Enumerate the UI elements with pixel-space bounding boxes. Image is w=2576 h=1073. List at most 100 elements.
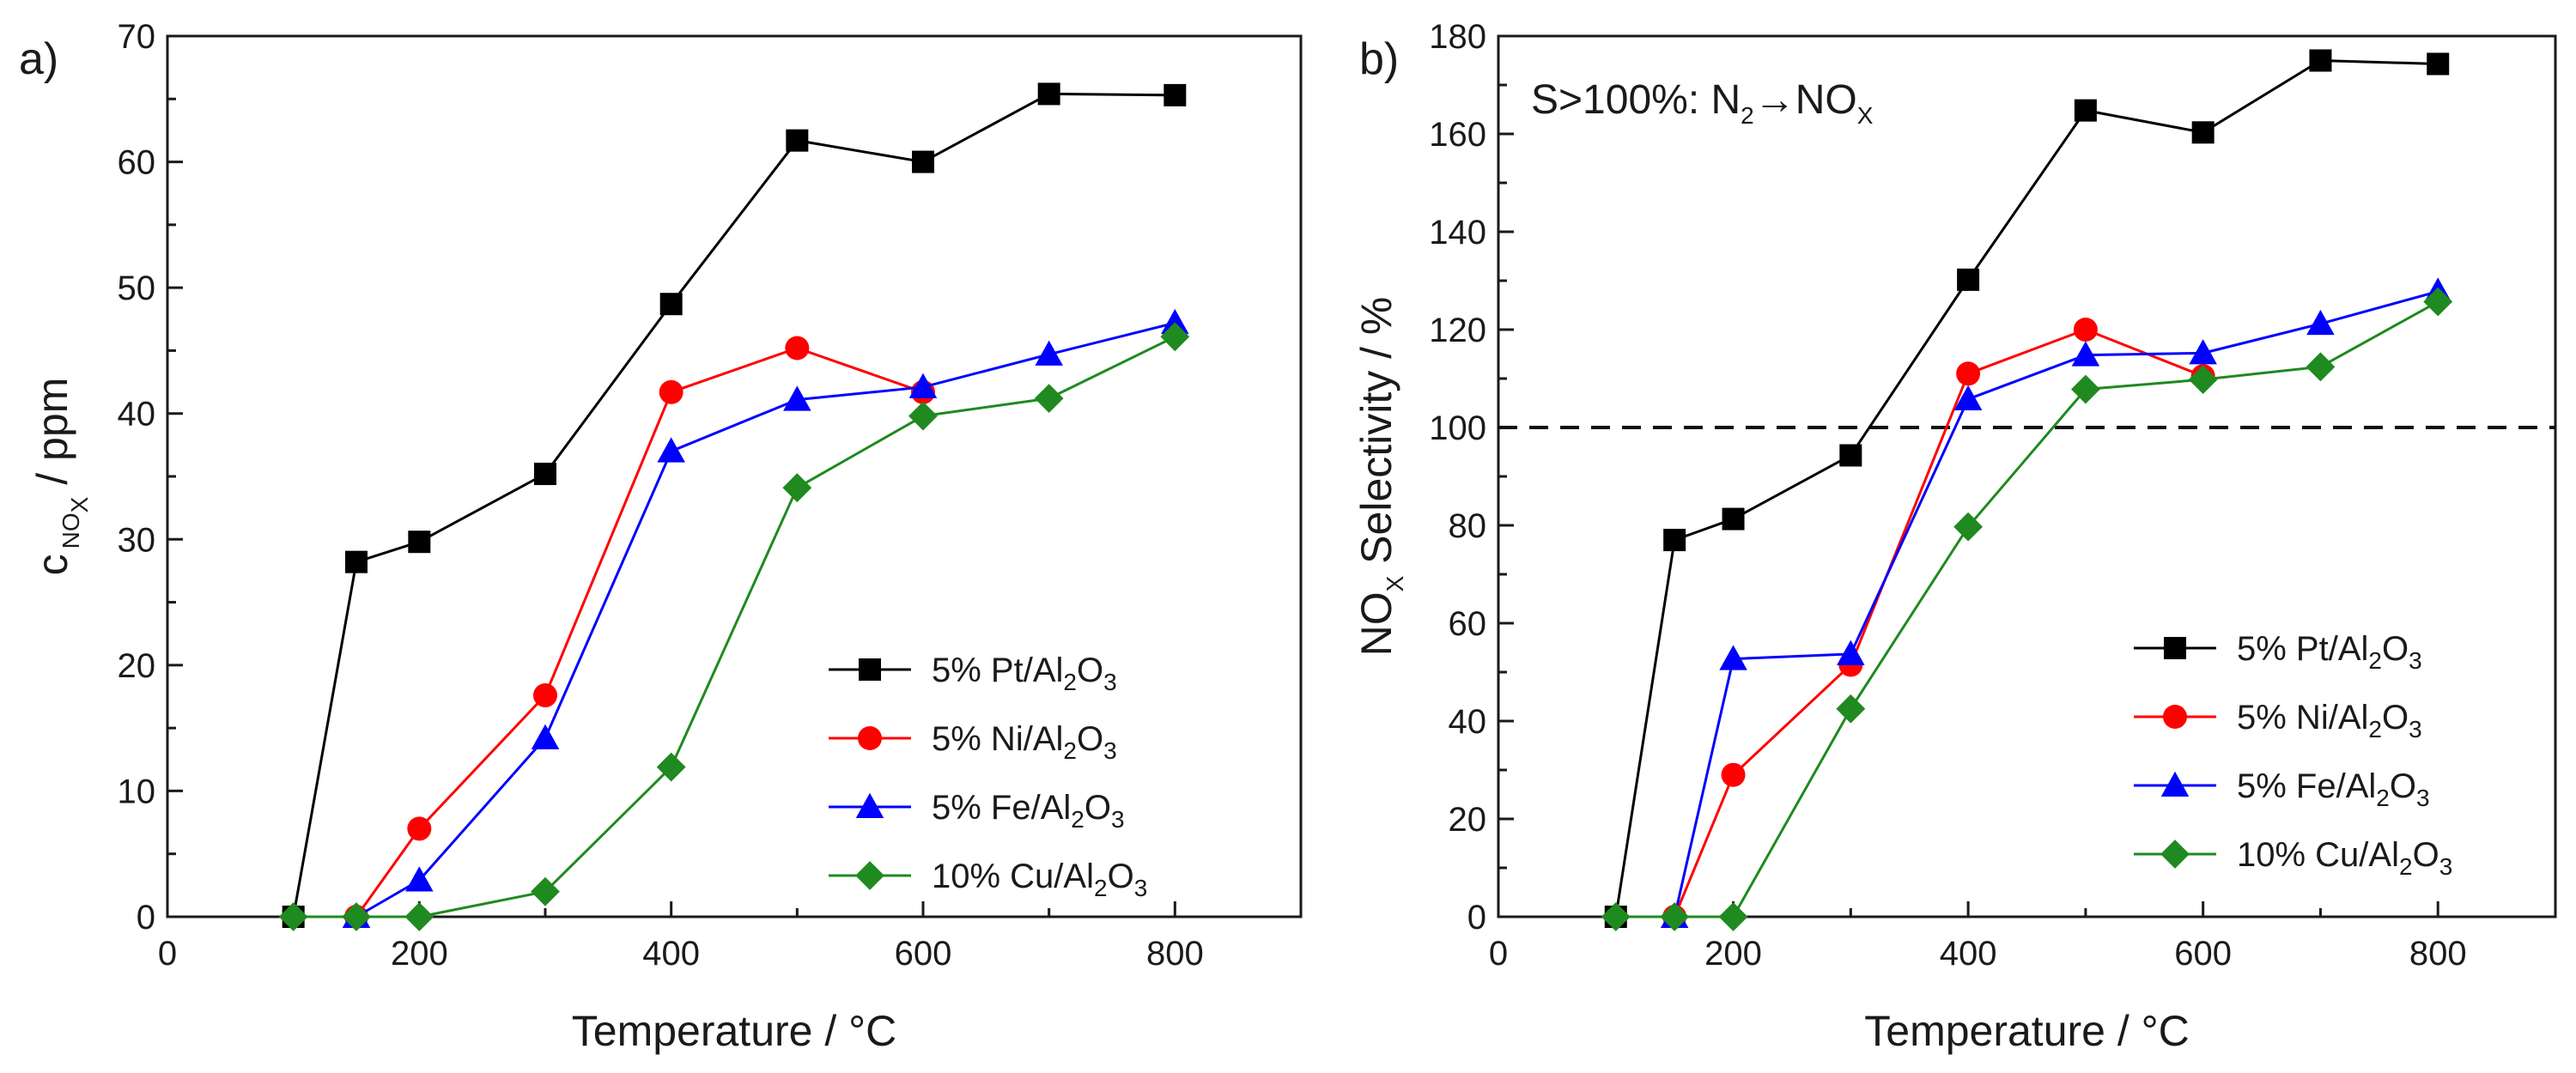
legend-label-text: O [1077, 720, 1103, 758]
data-point [1837, 640, 1865, 665]
series-line [1673, 328, 2204, 918]
legend-label-sub: 3 [2416, 785, 2430, 811]
x-tick-label: 400 [1940, 935, 1997, 973]
series-5-pt-al2o3: 5% Pt/Al2O3 [1604, 49, 2450, 928]
y-tick-label: 50 [118, 270, 156, 307]
legend-marker [855, 861, 884, 890]
legend-label-sub: 3 [1103, 669, 1117, 695]
data-point [656, 752, 686, 782]
legend-label-text: O [2382, 699, 2409, 737]
data-point [1721, 762, 1746, 787]
data-point [408, 530, 431, 554]
legend-label: 5% Pt/Al2O3 [2237, 630, 2422, 674]
legend-label-text: 10% Cu/Al [2237, 836, 2399, 874]
annotation-sub1: 2 [1741, 102, 1754, 129]
legend-marker [2160, 771, 2190, 797]
x-tick-label: 600 [895, 935, 952, 973]
legend-marker [855, 792, 884, 818]
y-axis-label-subsub: X [66, 496, 93, 512]
data-point [407, 816, 432, 841]
legend-label-sub: 2 [1071, 806, 1084, 833]
series-10-cu-al2o3: 10% Cu/Al2O3 [1601, 287, 2452, 931]
legend-label-sub: 3 [2409, 647, 2422, 674]
legend-label-text: O [2390, 767, 2416, 805]
series-10-cu-al2o3: 10% Cu/Al2O3 [278, 322, 1190, 931]
data-point [278, 902, 308, 931]
annotation-pre: S>100%: N [1531, 77, 1741, 123]
data-point [908, 373, 938, 398]
legend-label-sub: 2 [1063, 737, 1077, 764]
data-point [1161, 308, 1189, 335]
legend-label-sub: 2 [2368, 716, 2382, 743]
data-point [1953, 512, 1984, 542]
data-point [1719, 645, 1747, 670]
data-point [1037, 82, 1060, 106]
y-axis-label-base: c [28, 554, 76, 575]
legend-marker [859, 658, 881, 681]
data-point [2071, 341, 2100, 367]
legend-label: 5% Fe/Al2O3 [2237, 767, 2430, 811]
y-tick-label: 100 [1429, 409, 1486, 447]
legend-label-text: 5% Fe/Al [932, 789, 1071, 827]
legend-label-sub: 2 [2368, 647, 2382, 674]
legend-label-sub: 2 [2399, 853, 2413, 880]
data-point [908, 401, 938, 431]
data-point [1601, 902, 1631, 931]
legend-label-text: 10% Cu/Al [932, 858, 1094, 895]
legend-label-text: 5% Ni/Al [2237, 699, 2368, 737]
series-5-ni-al2o3: 5% Ni/Al2O3 [344, 336, 1117, 929]
legend-label-sub: 2 [1094, 875, 1108, 901]
y-tick-label: 160 [1429, 116, 1486, 154]
data-point [657, 437, 685, 463]
data-point [659, 379, 683, 404]
legend-label-text: O [1084, 789, 1111, 827]
plot-frame [166, 34, 1303, 918]
y-tick-label: 80 [1449, 507, 1487, 545]
x-tick-label: 200 [391, 935, 448, 973]
legend-label-text: O [1077, 652, 1103, 689]
data-point [1034, 384, 1064, 414]
data-point [533, 683, 557, 708]
data-point [783, 385, 811, 411]
legend-label-sub: 3 [1103, 737, 1117, 764]
data-point [1035, 340, 1063, 366]
legend-label: 10% Cu/Al2O3 [2237, 836, 2452, 880]
panel-label: a) [19, 34, 58, 84]
y-axis-label-rest: Selectivity / % [1352, 297, 1400, 576]
y-tick-label: 40 [1449, 703, 1487, 741]
x-tick-label: 0 [158, 935, 177, 973]
data-point [786, 129, 809, 152]
y-tick-label: 180 [1429, 18, 1486, 56]
data-point [1163, 83, 1187, 106]
data-point [345, 550, 368, 573]
data-point [1956, 361, 1981, 386]
y-tick-label: 0 [137, 899, 155, 937]
legend-label-text: O [2382, 630, 2409, 668]
legend-label-sub: 2 [2376, 785, 2390, 811]
data-point [531, 724, 560, 749]
series-5-fe-al2o3: 5% Fe/Al2O3 [342, 308, 1189, 928]
data-point [1957, 268, 1980, 291]
y-tick-label: 70 [118, 18, 156, 56]
y-axis-label-sub: X [1382, 575, 1408, 591]
data-point [2306, 309, 2335, 336]
y-tick-label: 40 [118, 396, 156, 433]
y-tick-label: 140 [1429, 214, 1486, 252]
legend-label: 5% Fe/Al2O3 [932, 789, 1125, 833]
x-tick-label: 0 [1489, 935, 1508, 973]
series-line [355, 321, 1176, 918]
data-point [2306, 352, 2336, 382]
series-line [1615, 300, 2439, 918]
data-point [405, 866, 434, 892]
series-line [355, 346, 924, 918]
y-tick-label: 60 [118, 144, 156, 182]
y-tick-label: 20 [1449, 801, 1487, 839]
x-tick-label: 800 [2409, 935, 2467, 973]
y-axis-label-base: NO [1352, 591, 1400, 656]
y-tick-label: 120 [1429, 312, 1486, 349]
data-point [2074, 99, 2097, 122]
legend-marker [2164, 637, 2186, 659]
legend-label-text: 5% Pt/Al [2237, 630, 2368, 668]
